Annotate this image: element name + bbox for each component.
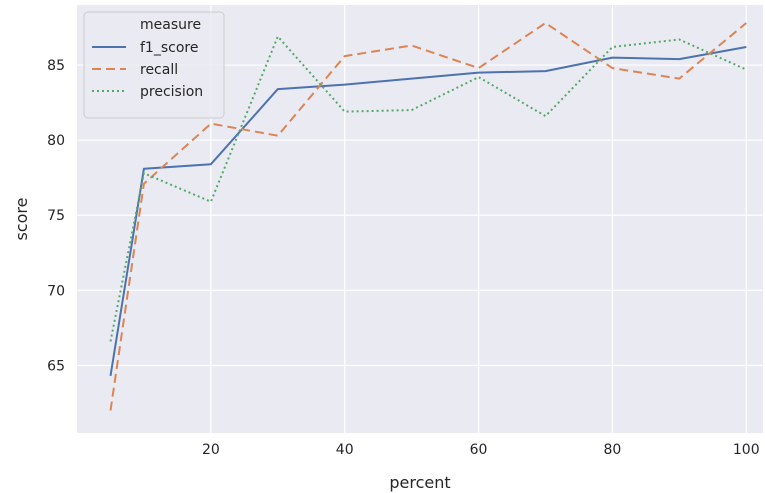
- y-tick-label: 80: [47, 133, 65, 149]
- x-tick-label: 40: [336, 442, 354, 458]
- y-tick-labels: 65 70 75 80 85: [47, 58, 65, 374]
- series-line-recall: [109, 22, 747, 411]
- x-tick-label: 80: [604, 442, 622, 458]
- y-axis-label: score: [12, 198, 31, 241]
- legend-label-precision: precision: [140, 84, 203, 100]
- y-tick-label: 85: [47, 58, 65, 74]
- x-tick-label: 20: [202, 442, 220, 458]
- y-tick-label: 65: [47, 358, 65, 374]
- series-line-precision: [109, 35, 747, 342]
- x-axis-label: percent: [389, 473, 450, 492]
- legend-label-f1-score: f1_score: [140, 40, 198, 56]
- grid-lines: [77, 5, 763, 433]
- y-tick-label: 75: [47, 208, 65, 224]
- y-tick-label: 70: [47, 283, 65, 299]
- series-line-f1-score: [109, 46, 747, 377]
- legend-title: measure: [140, 17, 201, 33]
- x-tick-labels: 20 40 60 80 100: [202, 442, 760, 458]
- x-tick-label: 100: [733, 442, 760, 458]
- x-tick-label: 60: [470, 442, 488, 458]
- series-layer: [109, 22, 747, 411]
- legend-label-recall: recall: [140, 62, 178, 78]
